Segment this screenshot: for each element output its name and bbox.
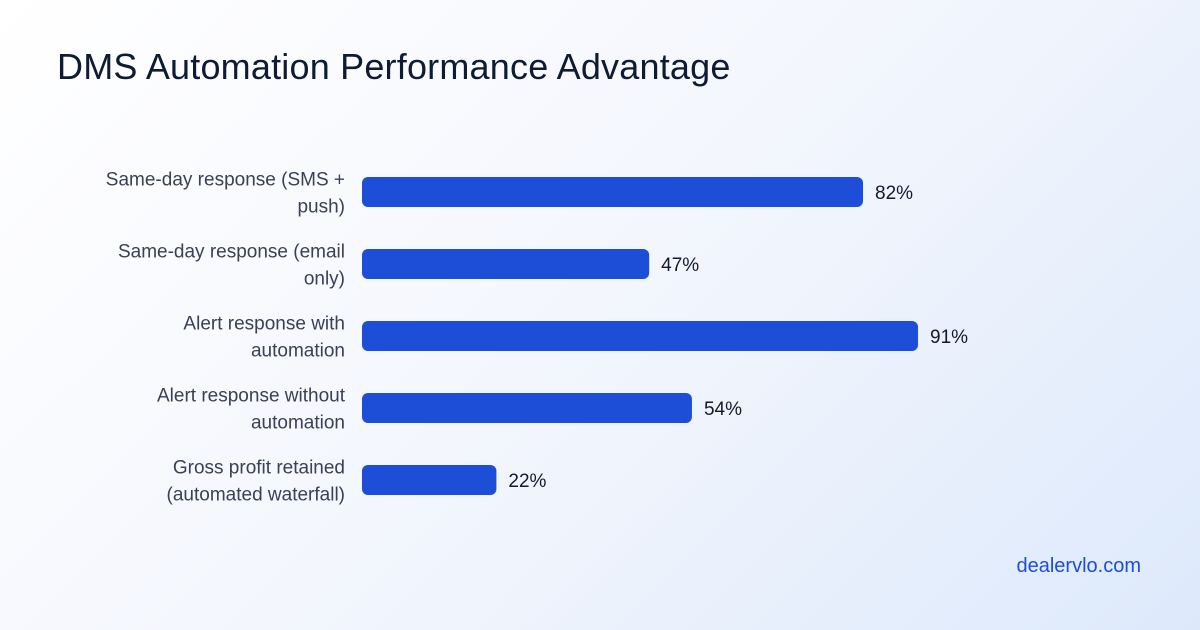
category-label-line: only) bbox=[304, 269, 345, 290]
category-label-line: Gross profit retained bbox=[173, 458, 345, 479]
category-label-line: Same-day response (SMS + bbox=[106, 170, 345, 191]
chart-title: DMS Automation Performance Advantage bbox=[57, 46, 731, 87]
category-label-line: (automated waterfall) bbox=[167, 485, 345, 506]
category-label-line: push) bbox=[297, 197, 345, 218]
site-watermark: dealervlo.com bbox=[1016, 555, 1141, 577]
bar bbox=[362, 465, 497, 495]
category-label: Alert response without automation bbox=[157, 386, 346, 434]
bar bbox=[362, 249, 650, 279]
value-label: 22% bbox=[508, 471, 546, 492]
value-label: 91% bbox=[930, 327, 968, 348]
value-label: 82% bbox=[875, 183, 913, 204]
category-label: Same-day response (SMS + push) bbox=[106, 170, 345, 218]
bar bbox=[362, 321, 919, 351]
value-label: 54% bbox=[704, 399, 742, 420]
bar bbox=[362, 177, 864, 207]
category-label-line: automation bbox=[251, 341, 345, 362]
category-label: Same-day response (email only) bbox=[118, 242, 345, 290]
category-label-line: Same-day response (email bbox=[118, 242, 345, 263]
bar bbox=[362, 393, 692, 423]
category-label-line: Alert response with bbox=[183, 314, 345, 335]
value-label: 47% bbox=[661, 255, 699, 276]
category-label: Gross profit retained (automated waterfal… bbox=[167, 458, 345, 506]
category-label: Alert response with automation bbox=[183, 314, 345, 362]
category-label-line: Alert response without bbox=[157, 386, 346, 407]
category-label-line: automation bbox=[251, 413, 345, 434]
